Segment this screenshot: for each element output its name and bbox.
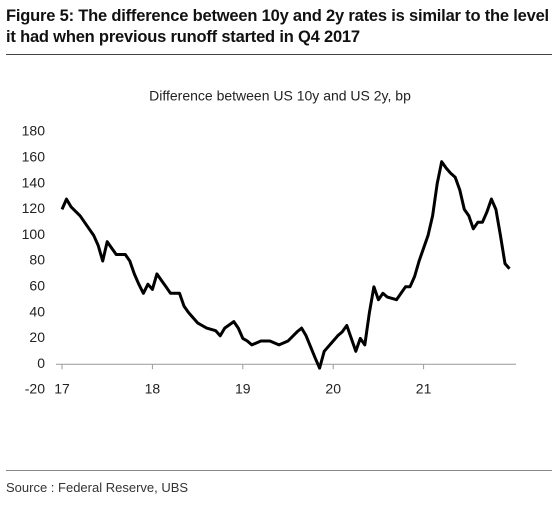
- x-tick-label: 17: [54, 381, 70, 397]
- y-tick-label: 20: [29, 329, 45, 345]
- x-tick-label: 21: [416, 381, 432, 397]
- y-tick-label: -20: [25, 381, 45, 397]
- data-line: [60, 160, 511, 370]
- y-tick-label: 80: [29, 252, 45, 268]
- x-tick-label: 18: [145, 381, 161, 397]
- chart: Difference between US 10y and US 2y, bp …: [22, 88, 516, 397]
- y-tick-label: 0: [37, 355, 45, 371]
- y-tick-label: 40: [29, 303, 45, 319]
- y-tick-label: 180: [22, 123, 46, 139]
- x-tick-label: 20: [325, 381, 341, 397]
- y-tick-label: 140: [22, 174, 46, 190]
- title-rule: [6, 54, 552, 55]
- figure-title: Figure 5: The difference between 10y and…: [6, 7, 549, 46]
- y-tick-label: 160: [22, 149, 46, 165]
- y-tick-label: 60: [29, 278, 45, 294]
- y-tick-label: 120: [22, 200, 46, 216]
- chart-title: Difference between US 10y and US 2y, bp: [149, 88, 411, 104]
- source: Source : Federal Reserve, UBS: [6, 480, 189, 495]
- source-rule: [6, 470, 552, 471]
- x-tick-label: 19: [235, 381, 251, 397]
- y-tick-label: 100: [22, 226, 46, 242]
